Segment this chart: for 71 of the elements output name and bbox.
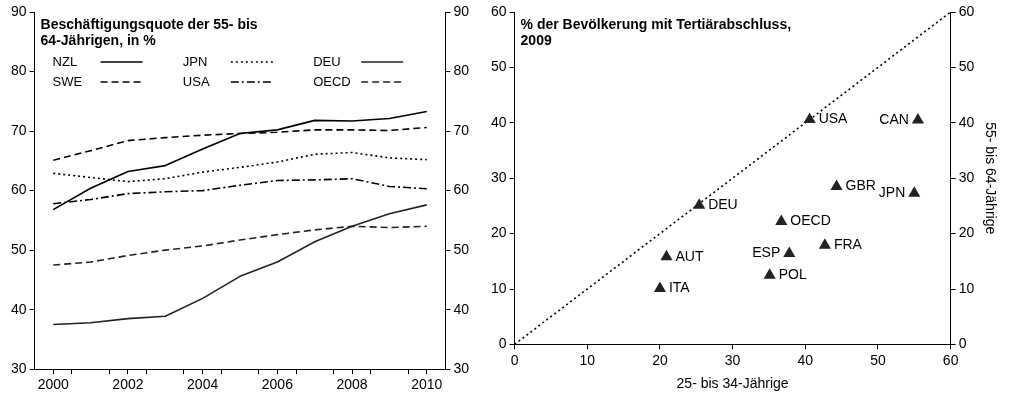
x-tick-label: 2006 xyxy=(261,376,294,393)
y2-tick-label: 10 xyxy=(958,279,975,296)
y-tick-label: 20 xyxy=(490,224,507,241)
text: Beschäftigungsquote der 55- bis 64-Jährigen, in % xyxy=(40,15,258,48)
annotation: CAN xyxy=(879,110,909,127)
annotation: USA xyxy=(818,110,849,127)
y2-axis-title: 55- bis 64-Jährige xyxy=(982,122,999,235)
x-tick-label: 30 xyxy=(724,351,741,368)
y2-tick-label: 30 xyxy=(958,169,975,186)
y2-tick-label: 40 xyxy=(958,113,975,130)
point xyxy=(693,198,706,209)
text: % der Bevölkerung mit Tertiärabschluss, 2009 xyxy=(520,15,792,48)
x-tick-label: 60 xyxy=(942,351,959,368)
annotation: ESP xyxy=(752,244,781,261)
y-tick-label: 10 xyxy=(490,279,507,296)
legend-label: OECD xyxy=(313,73,351,89)
point xyxy=(775,214,788,225)
y2-tick-label: 70 xyxy=(453,121,470,138)
y-tick-label: 50 xyxy=(10,240,27,257)
y-tick-label: 40 xyxy=(490,113,507,130)
x-tick-label: 50 xyxy=(870,351,886,368)
x-tick-label: 2010 xyxy=(411,376,443,393)
y2-tick-label: 50 xyxy=(958,58,975,75)
legend-label: DEU xyxy=(313,53,341,69)
x-tick-label: 2002 xyxy=(112,376,144,393)
y-tick-label: 30 xyxy=(490,169,507,186)
point xyxy=(803,112,816,123)
point xyxy=(763,268,776,279)
annotation: GBR xyxy=(845,177,876,194)
legend-label: SWE xyxy=(52,73,83,89)
point xyxy=(908,186,921,197)
x-tick-label: 40 xyxy=(797,351,814,368)
x-axis-title: 25- bis 34-Jährige xyxy=(676,375,789,392)
point xyxy=(653,281,666,292)
legend-label: JPN xyxy=(182,53,208,69)
x-tick-label: 2004 xyxy=(187,376,219,393)
annotation: ITA xyxy=(668,279,691,296)
point xyxy=(660,249,673,261)
y2-tick-label: 80 xyxy=(453,62,470,79)
y-tick-label: 60 xyxy=(490,2,507,19)
y-tick-label: 50 xyxy=(490,58,507,75)
annotation: POL xyxy=(778,266,807,283)
annotation: JPN xyxy=(878,184,906,201)
y2-tick-label: 60 xyxy=(958,2,975,19)
y-tick-label: 70 xyxy=(10,121,27,138)
y-tick-label: 90 xyxy=(10,2,27,19)
point xyxy=(830,179,843,191)
y2-tick-label: 40 xyxy=(453,300,470,317)
y-tick-label: 40 xyxy=(10,300,27,317)
legend-label: NZL xyxy=(52,53,78,69)
y2-tick-label: 90 xyxy=(453,2,470,19)
annotation: FRA xyxy=(833,236,863,253)
point xyxy=(818,238,831,249)
annotation: AUT xyxy=(675,247,704,264)
point xyxy=(911,113,924,124)
legend-label: USA xyxy=(182,73,210,89)
x-tick-label: 2008 xyxy=(336,376,368,393)
x-tick-label: 2000 xyxy=(37,376,70,393)
y-tick-label: 0 xyxy=(498,335,507,352)
x-tick-label: 20 xyxy=(652,351,668,368)
x-tick-label: 0 xyxy=(510,351,519,368)
x-tick-label: 10 xyxy=(579,351,596,368)
point xyxy=(783,246,796,258)
y2-tick-label: 0 xyxy=(958,335,967,352)
y-tick-label: 80 xyxy=(10,62,27,79)
y2-tick-label: 50 xyxy=(453,240,470,257)
y-tick-label: 60 xyxy=(10,181,27,198)
annotation: DEU xyxy=(708,196,738,213)
y2-tick-label: 60 xyxy=(453,181,470,198)
annotation: OECD xyxy=(790,212,831,229)
y2-tick-label: 20 xyxy=(958,224,975,241)
